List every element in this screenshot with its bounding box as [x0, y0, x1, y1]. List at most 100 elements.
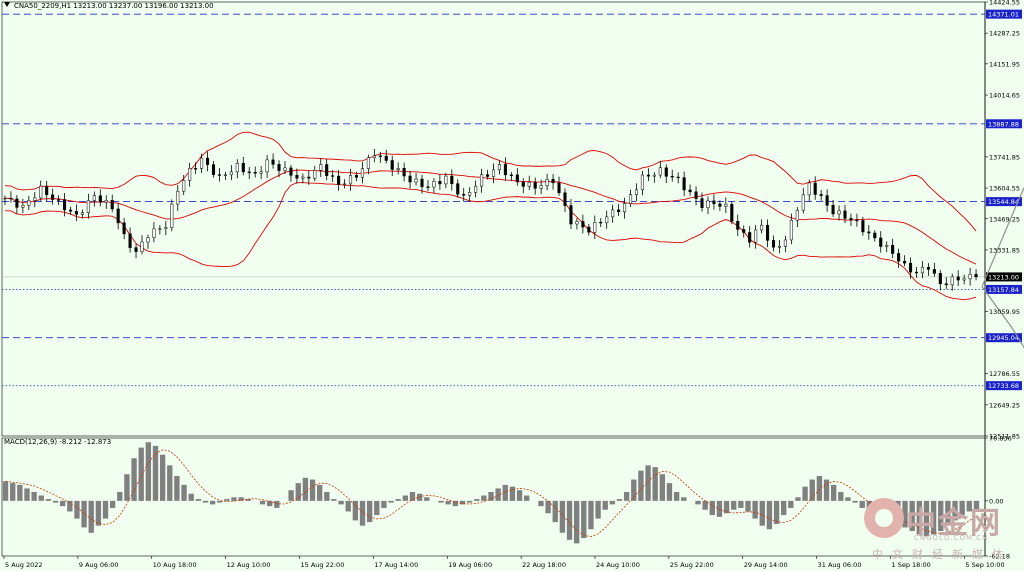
candle-body	[366, 157, 370, 169]
candle-body	[903, 260, 907, 264]
candle-body	[384, 155, 388, 161]
candle-body	[51, 194, 55, 200]
candle-body	[289, 167, 293, 176]
logo-english: CNGOLD.COM.CN	[914, 534, 989, 542]
candle-body	[205, 157, 210, 165]
dropdown-triangle-icon[interactable]	[4, 2, 10, 7]
candle-body	[372, 155, 376, 158]
candle-body	[33, 197, 37, 201]
candle-body	[581, 221, 585, 228]
candle-body	[658, 167, 662, 176]
candle-body	[92, 195, 96, 201]
candle-body	[9, 197, 13, 200]
y-tick-label: 12511.85	[989, 433, 1020, 441]
candle-body	[891, 244, 895, 254]
candle-body	[247, 171, 251, 173]
candle-body	[879, 237, 883, 247]
candle-body	[754, 229, 758, 243]
bollinger-mid	[4, 169, 977, 265]
candle-body	[837, 210, 841, 215]
candle-body	[736, 221, 740, 230]
candle-body	[295, 175, 299, 179]
x-tick-label: 25 Aug 22:00	[670, 561, 714, 569]
bollinger-upper	[4, 131, 977, 232]
candle-body	[444, 175, 448, 185]
candle-body	[211, 164, 216, 175]
forecast-arrows	[981, 186, 1024, 349]
symbol-info: CNA50_2209,H1 13213.00 13237.00 13196.00…	[4, 2, 214, 10]
symbol-text: CNA50_2209,H1 13213.00 13237.00 13196.00…	[14, 2, 214, 10]
candle-body	[748, 232, 752, 243]
candle-body	[688, 189, 692, 193]
candle-body	[438, 181, 442, 185]
macd-y-tick-label: 70.836	[989, 435, 1012, 443]
candle-body	[402, 168, 406, 177]
candle-body	[271, 159, 275, 165]
candle-body	[885, 244, 889, 247]
candle-body	[777, 246, 782, 248]
bollinger-lower	[4, 182, 977, 301]
candle-body	[914, 271, 919, 274]
x-tick-label: 24 Aug 10:00	[596, 561, 640, 569]
macd-signal-line	[5, 449, 977, 538]
candle-body	[795, 209, 799, 221]
candle-body	[74, 211, 79, 215]
x-tick-label: 5 Aug 2022	[5, 561, 43, 569]
logo-chinese: 中金网	[906, 506, 1002, 541]
candle-body	[771, 240, 776, 248]
candle-body	[587, 226, 591, 233]
level-label: 14371.01	[988, 11, 1019, 19]
y-tick-label: 12649.25	[989, 401, 1020, 409]
candle-body	[277, 164, 281, 171]
candle-body	[86, 200, 90, 213]
x-tick-label: 15 Aug 22:00	[301, 561, 345, 569]
candle-body	[200, 157, 204, 169]
candle-body	[652, 174, 656, 177]
candle-body	[944, 283, 948, 286]
candle-body	[343, 183, 347, 185]
y-tick-label: 13604.55	[989, 185, 1020, 193]
candle-body	[646, 174, 650, 177]
candle-body	[640, 174, 644, 191]
candle-body	[628, 194, 633, 204]
candle-body	[724, 203, 728, 207]
current-price-label: 13213.00	[988, 273, 1019, 281]
y-tick-label: 13741.85	[989, 153, 1020, 161]
candle-body	[855, 219, 859, 222]
candle-body	[414, 178, 418, 183]
level-label: 12733.68	[988, 382, 1019, 390]
candle-body	[563, 192, 567, 206]
candle-body	[867, 231, 871, 234]
candle-body	[474, 185, 478, 193]
y-tick-label: 14287.25	[989, 30, 1020, 38]
candle-body	[313, 170, 317, 179]
level-label-box	[986, 381, 1022, 391]
candle-body	[545, 179, 549, 186]
x-tick-label: 22 Aug 18:00	[522, 561, 566, 569]
candle-body	[319, 164, 323, 171]
candle-body	[539, 185, 543, 189]
candle-body	[63, 199, 67, 211]
candle-body	[485, 174, 490, 177]
candle-body	[182, 180, 186, 192]
candle-body	[974, 273, 978, 278]
candle-body	[3, 197, 7, 200]
candle-body	[426, 186, 430, 188]
candle-body	[80, 212, 84, 215]
candle-body	[45, 185, 49, 196]
candle-body	[325, 164, 329, 176]
candle-body	[259, 171, 263, 174]
candle-body	[623, 203, 627, 213]
candle-body	[605, 216, 609, 224]
candle-body	[575, 221, 579, 225]
candle-body	[825, 195, 829, 206]
candle-body	[152, 228, 156, 238]
candle-body	[843, 210, 847, 219]
y-tick-label: 13331.85	[989, 246, 1020, 254]
candle-body	[140, 241, 144, 252]
candle-body	[908, 262, 913, 273]
candle-body	[348, 175, 353, 185]
candle-body	[164, 227, 168, 230]
price-levels: 14371.01 13887.88 13544.84 13157.84 12945.04…	[2, 9, 1022, 391]
